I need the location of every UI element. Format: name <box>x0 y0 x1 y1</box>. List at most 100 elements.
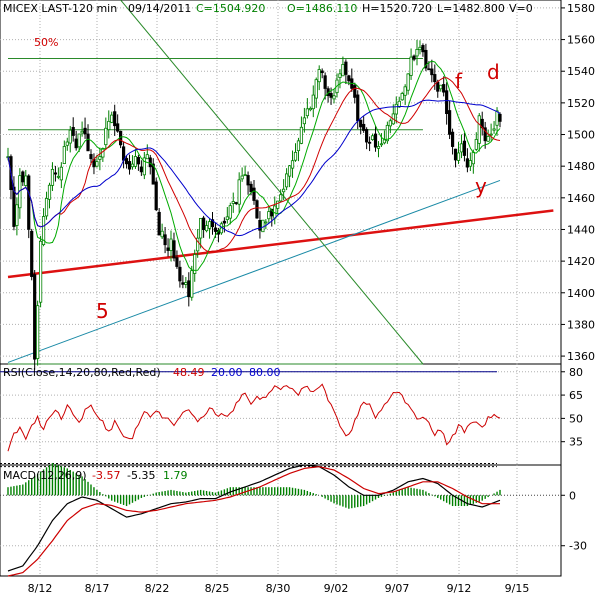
y-tick-label: 1580 <box>567 2 595 15</box>
rsi-tick-label: 35 <box>569 436 583 449</box>
candle-up <box>495 110 499 126</box>
candle-down <box>154 181 158 211</box>
candle-up <box>44 198 49 217</box>
candle-up <box>415 48 419 57</box>
candle-down <box>172 240 176 259</box>
candle-up <box>145 154 149 160</box>
drawn-trendlines <box>7 0 554 365</box>
header-volume: V=0 <box>509 2 533 15</box>
candle-up <box>459 143 464 153</box>
candle-up <box>130 163 135 168</box>
candle-up <box>471 151 475 165</box>
candle-down <box>127 161 132 170</box>
candle-down <box>27 175 31 230</box>
candle-down <box>436 81 440 92</box>
candle-up <box>293 151 298 161</box>
rsi-line <box>7 383 501 452</box>
x-tick-label: 8/25 <box>205 582 230 595</box>
candle-down <box>448 110 452 135</box>
candle-up <box>468 160 472 167</box>
candle-down <box>157 211 161 236</box>
sma-long-line <box>7 99 501 237</box>
candle-up <box>36 305 40 359</box>
header-date: 09/14/2011 <box>128 2 191 15</box>
candle-down <box>450 131 455 147</box>
candle-up <box>231 201 235 204</box>
candle-up <box>41 216 46 245</box>
x-tick-label: 9/07 <box>385 582 410 595</box>
price-pane-frame <box>0 0 562 365</box>
candle-up <box>104 127 108 146</box>
moving-averages <box>7 60 501 271</box>
rsi-tick-label: 65 <box>569 389 583 402</box>
candle-up <box>196 237 200 252</box>
y-tick-label: 1520 <box>567 97 595 110</box>
candle-up <box>486 136 490 142</box>
rsi-tick-label: 50 <box>569 412 583 425</box>
sma-short-line <box>7 60 501 271</box>
candle-up <box>261 219 265 233</box>
candle-down <box>412 55 416 60</box>
candle-up <box>338 73 342 78</box>
candle-down <box>21 171 25 183</box>
candle-down <box>344 61 348 75</box>
candle-up <box>276 200 280 209</box>
candle-down <box>270 208 274 217</box>
annotation-wave-y: y <box>475 174 487 198</box>
rsi-value: 48.49 <box>173 366 205 379</box>
candle-down <box>424 49 428 69</box>
candle-up <box>190 270 194 298</box>
candle-down <box>430 68 434 76</box>
header-high: H=1520.720 <box>362 2 432 15</box>
candle-down <box>74 138 78 149</box>
candle-up <box>62 146 66 164</box>
candle-down <box>365 129 369 143</box>
candle-down <box>427 68 431 71</box>
macd-tick-label: 0 <box>569 489 576 502</box>
candle-up <box>240 175 244 180</box>
header-close: C=1504.920 <box>196 2 265 15</box>
rsi-title: RSI(Close,14,20,80,Red,Red) <box>3 366 161 379</box>
x-tick-label: 9/12 <box>447 582 472 595</box>
candle-down <box>181 282 185 285</box>
candle-up <box>160 230 164 238</box>
annotation-wave-d: d <box>487 60 500 84</box>
candle-up <box>228 205 232 219</box>
rsi-lower-label: 20.00 <box>211 366 243 379</box>
y-tick-label: 1560 <box>567 34 595 47</box>
candle-down <box>421 45 425 53</box>
candle-up <box>184 282 188 285</box>
candle-up <box>400 93 404 101</box>
candle-up <box>439 84 443 90</box>
candle-down <box>202 217 206 230</box>
x-tick-label: 8/30 <box>266 582 291 595</box>
candle-up <box>47 184 52 200</box>
candle-down <box>12 186 16 227</box>
candle-up <box>77 133 81 148</box>
header-low: L=1482.800 <box>437 2 505 15</box>
candle-up <box>24 175 28 186</box>
candle-up <box>474 139 478 150</box>
annotation-wave-f: f <box>455 69 463 93</box>
candle-down <box>445 90 449 115</box>
candle-down <box>86 133 90 152</box>
candle-down <box>362 123 366 131</box>
candle-down <box>462 140 467 156</box>
candle-up <box>311 94 315 110</box>
x-tick-label: 8/22 <box>145 582 170 595</box>
header-open: O=1486.110 <box>287 2 357 15</box>
candle-down <box>148 157 152 168</box>
candle-down <box>356 94 360 122</box>
candle-down <box>175 257 179 267</box>
macd-signal-value: -5.35 <box>127 469 155 482</box>
candle-down <box>222 220 226 224</box>
candle-up <box>370 135 375 141</box>
x-tick-label: 8/12 <box>28 582 53 595</box>
candle-up <box>308 108 312 111</box>
candle-up <box>477 115 481 144</box>
candle-up <box>305 108 309 117</box>
candle-up <box>341 64 345 77</box>
candle-up <box>65 141 69 146</box>
candle-down <box>367 141 372 144</box>
candle-up <box>110 114 114 123</box>
